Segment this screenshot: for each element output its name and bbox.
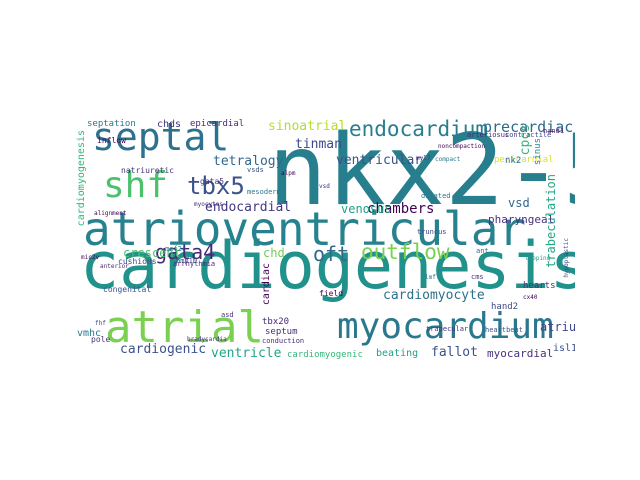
word-septal: septal (92, 116, 230, 159)
word-oft: oft (313, 242, 350, 266)
word-pericardial: pericardial (494, 155, 554, 165)
word-alignment: alignment (94, 210, 127, 217)
word-hand2: hand2 (491, 302, 519, 312)
word-outflow: outflow (361, 240, 450, 264)
word-dilated: dilated (421, 192, 451, 200)
word-inflow: inflow (97, 136, 126, 145)
word-atrioventricular: atrioventricular (83, 202, 527, 256)
word-pole: pole (91, 335, 111, 344)
word-isl1: isl1 (553, 343, 575, 354)
word-looping: looping (525, 255, 551, 262)
word-chd: chd (263, 246, 285, 260)
word-gata5: gata5 (200, 177, 225, 186)
word-anterior: anterior (100, 263, 129, 270)
word-hearts: hearts (523, 281, 556, 291)
word-chds: chds (157, 119, 182, 130)
word-venosus: venosus (341, 202, 392, 216)
word-nk2: nk2 (505, 156, 522, 166)
word-hand1: hand1 (543, 127, 565, 135)
word-cms: cms (471, 273, 484, 281)
word-lmf: lmf (425, 274, 436, 281)
word-truncus: truncus (417, 228, 447, 236)
word-crescent: crescent (123, 246, 181, 260)
word-beating: beating (376, 348, 419, 359)
word-cardiogenic: cardiogenic (120, 342, 207, 357)
word-vsds: vsds (247, 166, 264, 174)
word-cardiomyocyte: cardiomyocyte (383, 288, 485, 303)
word-arteriosus: arteriosus (467, 131, 510, 139)
word-ant: ant (476, 247, 489, 255)
word-cardiomyogenic: cardiomyogenic (287, 350, 363, 360)
word-vsd-small: vsd (319, 183, 330, 190)
word-atrium: atrium (540, 320, 575, 334)
word-endocardium: endocardium (349, 117, 489, 141)
word-precardiac: precardiac (483, 118, 574, 136)
word-bradycardia: bradycardia (187, 336, 227, 343)
word-sinus: sinus (533, 138, 543, 166)
word-noncompaction: noncompaction (438, 143, 485, 150)
word-tetralogy: tetralogy (213, 154, 284, 169)
word-cardiogenesis: cardiogenesis (80, 229, 575, 304)
word-atrial: atrial (105, 302, 264, 353)
word-cardiac: cardiac (261, 263, 272, 306)
word-tbx5: tbx5 (187, 172, 245, 200)
word-cardiomyogenesis: cardiomyogenesis (76, 130, 87, 227)
word-heartbeat: heartbeat (485, 326, 523, 334)
word-tinman: tinman (295, 137, 342, 152)
word-trabecular: trabecular (426, 325, 469, 333)
word-pharyngeal: pharyngeal (488, 213, 555, 226)
word-chambers: chambers (367, 201, 435, 217)
word-contractile: contractile (505, 131, 552, 139)
word-congenital: congenital (103, 285, 152, 294)
word-conduction: conduction (262, 337, 305, 345)
word-bmp10: bmp10 (176, 257, 198, 265)
word-myocardial: myocardial (487, 347, 554, 360)
word-ventricular: ventricular (336, 153, 423, 168)
word-fallot: fallot (431, 345, 478, 360)
word-alpm: alpm (281, 170, 296, 177)
word-shf: shf (103, 165, 169, 206)
word-septum: septum (265, 327, 298, 337)
word-cx40: cx40 (523, 294, 538, 301)
word-myocardium: myocardium (337, 306, 554, 347)
word-fhf: fhf (95, 320, 106, 327)
word-ventricle: ventricle (211, 346, 282, 361)
word-cloud: nkx2-5 cardiogenesis atrioventricular se… (75, 116, 575, 366)
word-field: field (319, 289, 344, 298)
word-sinoatrial: sinoatrial (268, 119, 347, 134)
word-mesoderm: mesoderm (247, 188, 281, 196)
word-endocardial: endocardial (205, 200, 292, 215)
word-nkx2-5: nkx2-5 (268, 116, 575, 228)
word-epicardial: epicardial (190, 119, 245, 129)
word-myocytes: myocytes (194, 201, 223, 208)
word-cpcs: cpcs (518, 124, 533, 156)
word-tbx20: tbx20 (262, 317, 290, 327)
word-cushions: cushions (118, 257, 157, 266)
word-asd: asd (221, 311, 234, 319)
word-septation: septation (87, 119, 136, 129)
word-mic2v: mic2v (81, 254, 100, 261)
word-myl7: myl7 (416, 155, 431, 162)
word-gata4: gata4 (155, 240, 216, 264)
word-compact: compact (435, 156, 461, 163)
word-vmhc: vmhc (77, 328, 102, 339)
word-vsd: vsd (508, 196, 530, 210)
word-arrhythmia: arrhythmia (173, 260, 216, 268)
word-hypoplastic: hypoplastic (563, 238, 570, 278)
word-natriuretic: natriuretic (121, 166, 174, 175)
word-mef2c: mef2c (165, 245, 187, 253)
